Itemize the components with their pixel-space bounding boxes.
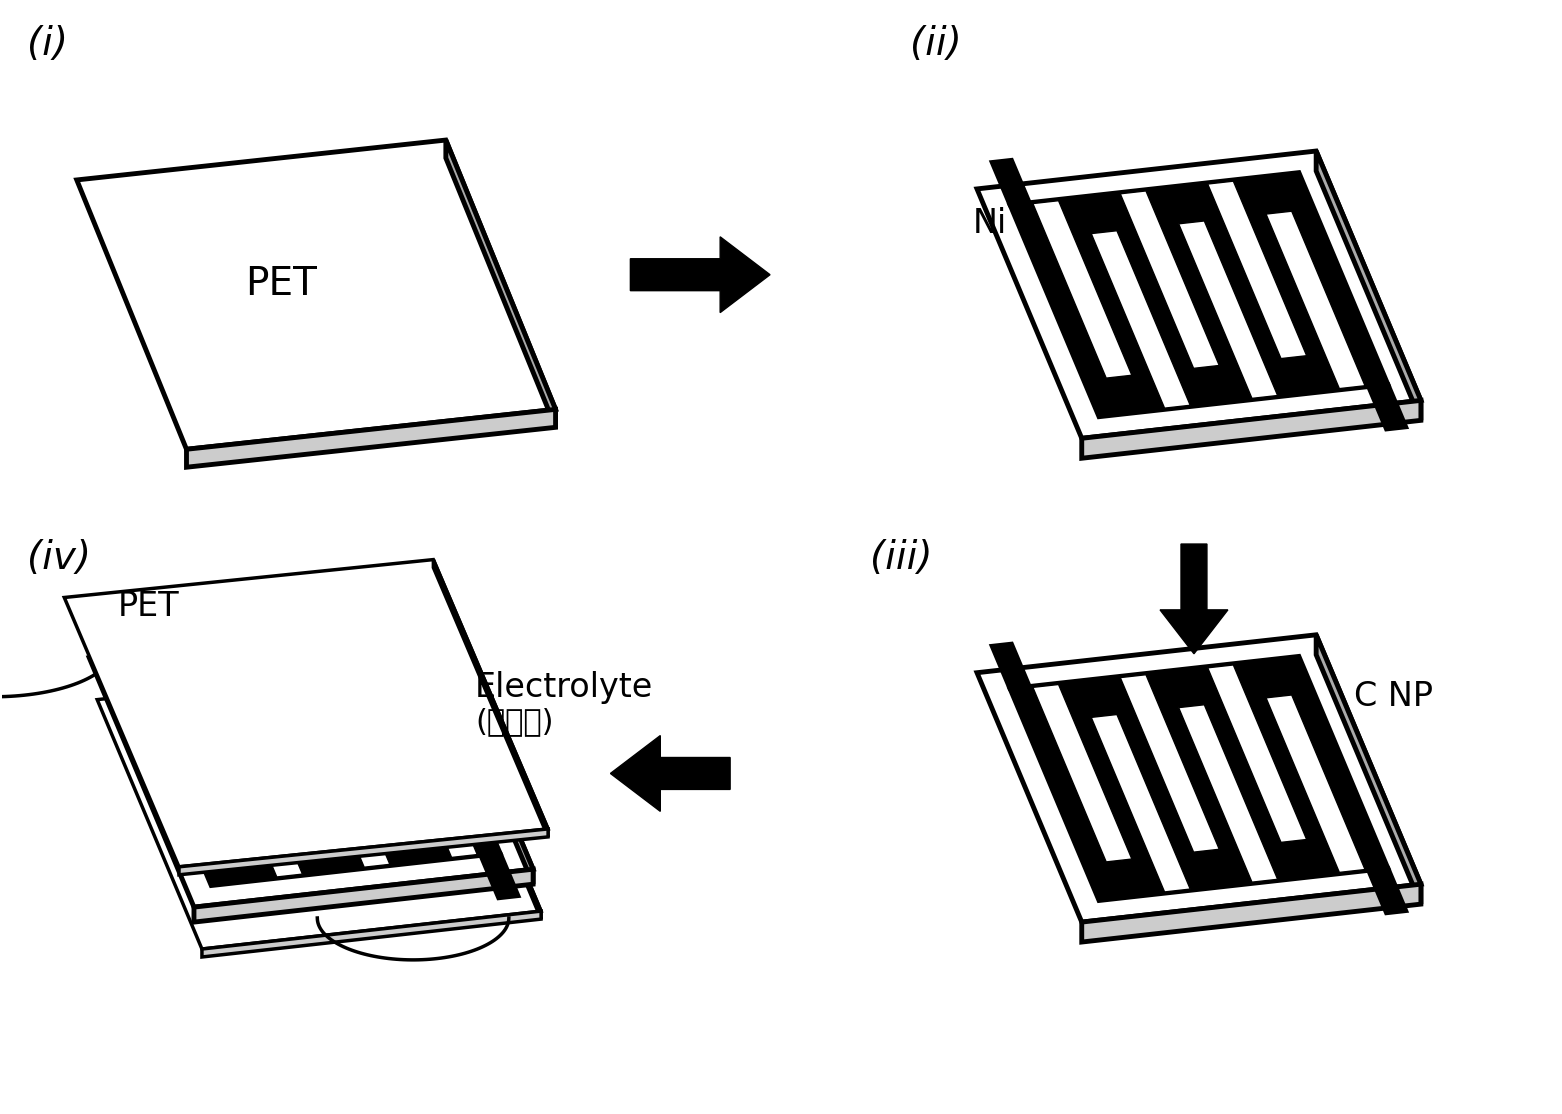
Polygon shape [976,635,1421,922]
Polygon shape [194,869,533,922]
Text: PET: PET [119,589,180,623]
Text: Electrolyte: Electrolyte [475,671,653,704]
Polygon shape [186,409,556,467]
Polygon shape [203,700,303,877]
Polygon shape [1082,400,1421,458]
Polygon shape [97,662,540,949]
Polygon shape [631,237,770,313]
Polygon shape [64,559,548,867]
Text: (电解液): (电解液) [475,707,553,736]
Polygon shape [233,659,331,838]
Polygon shape [320,649,419,828]
Text: (i): (i) [27,26,67,63]
Polygon shape [103,627,144,675]
Polygon shape [1092,714,1190,892]
Polygon shape [1082,885,1421,942]
Polygon shape [1032,684,1132,862]
Polygon shape [990,643,1031,690]
Polygon shape [1207,665,1307,842]
Polygon shape [1367,867,1407,915]
Text: (iii): (iii) [870,539,933,577]
Text: (iv): (iv) [27,539,91,577]
Polygon shape [428,619,533,885]
Polygon shape [1007,172,1390,418]
Text: PET: PET [245,265,317,303]
Polygon shape [1032,201,1132,378]
Text: C NP: C NP [1354,680,1432,713]
Polygon shape [1267,212,1365,389]
Polygon shape [1120,675,1220,852]
Polygon shape [1120,190,1220,369]
Polygon shape [1207,182,1307,359]
Polygon shape [77,140,556,449]
Polygon shape [1179,221,1278,399]
Polygon shape [201,911,540,957]
Polygon shape [1007,655,1390,902]
Polygon shape [89,619,533,907]
Polygon shape [378,680,478,858]
Text: (ii): (ii) [909,26,962,63]
Polygon shape [145,670,244,847]
Polygon shape [480,852,520,899]
Polygon shape [120,639,501,887]
Polygon shape [1092,231,1190,408]
Polygon shape [990,159,1031,206]
Polygon shape [1267,695,1365,872]
Polygon shape [1179,705,1278,882]
Polygon shape [611,735,729,811]
Polygon shape [1161,544,1228,654]
Polygon shape [436,662,540,919]
Text: Ni: Ni [973,206,1007,240]
Polygon shape [1317,152,1421,420]
Polygon shape [291,690,390,867]
Polygon shape [180,829,548,874]
Polygon shape [976,152,1421,438]
Polygon shape [1317,635,1421,905]
Polygon shape [1367,383,1407,430]
Polygon shape [433,559,548,837]
Polygon shape [445,140,556,428]
